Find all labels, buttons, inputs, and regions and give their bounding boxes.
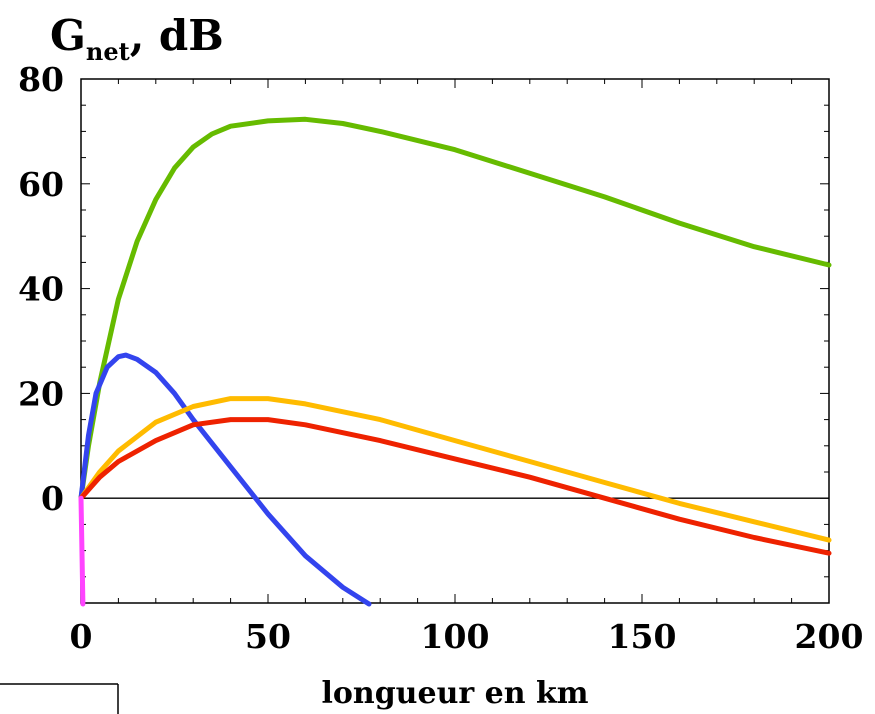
y-tick-label: 60 (18, 165, 64, 204)
y-axis-label: Gnet, dB (50, 11, 224, 66)
y-axis-ticks: 0 20 40 60 80 (18, 60, 64, 518)
x-tick-label: 50 (245, 617, 291, 656)
series-line-1 (78, 116, 832, 501)
y-tick-label: 20 (18, 374, 64, 413)
x-tick-label: 200 (795, 617, 864, 656)
legend-box-fragment (0, 683, 119, 714)
series-layer (78, 116, 832, 607)
series-line-2 (78, 352, 372, 607)
y-axis-label-main: G (50, 11, 86, 60)
y-axis-label-sub: net (86, 37, 130, 66)
x-tick-label: 0 (70, 617, 93, 656)
x-tick-label: 150 (608, 617, 677, 656)
x-axis-ticks: 0 50 100 150 200 (70, 617, 864, 656)
y-axis-label-suffix: , dB (130, 11, 224, 60)
plot-area (80, 78, 830, 604)
x-axis-label: longueur en km (321, 676, 588, 711)
x-tick-label: 100 (421, 617, 490, 656)
plot-frame (80, 78, 830, 604)
y-tick-label: 40 (18, 270, 64, 309)
series-line-3 (78, 396, 832, 543)
series-line-4 (78, 417, 832, 556)
series-line-5 (78, 495, 86, 607)
y-tick-label: 0 (41, 479, 64, 518)
y-tick-label: 80 (18, 60, 64, 99)
